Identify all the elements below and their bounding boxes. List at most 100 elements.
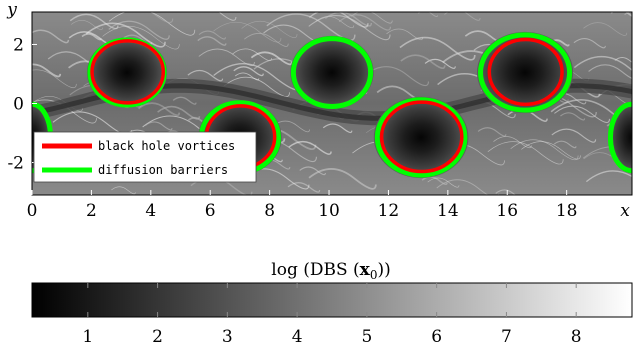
colorbar-tick-label: 8 [571,327,582,347]
texture-filament [137,102,181,117]
vortex-core [476,31,574,114]
texture-filament [614,57,632,63]
texture-filament [299,166,326,176]
colorbar-tick-label: 7 [501,327,512,347]
texture-filament [400,54,446,70]
colorbar-tick-label: 5 [361,327,372,347]
texture-filament [172,96,197,105]
texture-filament [308,12,369,28]
colorbar-gradient [31,282,633,318]
texture-filament [573,56,632,71]
x-axis-label: log (DBS (x0)) [271,260,390,282]
texture-filament [244,32,289,47]
texture-filament [102,25,180,50]
legend-label-black-hole: black hole vortices [98,139,235,153]
texture-filament [585,170,632,183]
texture-filament [560,112,586,121]
colorbar-tick-label: 1 [82,327,93,347]
texture-filament [493,136,532,149]
legend-label-diffusion: diffusion barriers [98,163,228,177]
texture-filament [364,66,429,87]
texture-filament [266,13,356,41]
x-axis-label-prefix: log (DBS ( [271,260,359,280]
texture-filament [521,141,581,160]
texture-filament [510,139,579,161]
colorbar-tick-label: 6 [431,327,442,347]
vortex-core [86,37,168,108]
x-tick-label: 10 [318,201,340,221]
texture-filament [427,177,460,188]
y-tick-label: 2 [13,35,24,55]
texture-filament [197,36,227,46]
texture-filament [85,22,166,48]
texture-filament [187,69,224,82]
legend: black hole vortices diffusion barriers [33,131,257,183]
diffusion-barrier-curve [290,36,374,109]
x-tick-label: 6 [205,201,216,221]
texture-filament [573,37,606,49]
colorbar-ticks: 1 2 3 4 5 6 7 8 [82,283,582,347]
black-hole-vortex-curve [379,100,464,174]
x-axis-label-suffix: )) [377,260,390,280]
texture-filament [554,105,610,123]
x-tick-label: 8 [264,201,275,221]
texture-filament [338,14,392,31]
texture-filament [582,146,632,159]
vortex-core [373,96,469,179]
texture-filament [308,168,377,190]
legend-box [33,131,257,183]
texture-filament [71,20,103,30]
texture-filament [250,51,293,66]
texture-filament [32,29,70,44]
texture-filament [487,141,564,165]
x-tick-label: 4 [145,201,156,221]
texture-filament [350,12,393,24]
texture-filament [583,22,628,36]
y-tick-label: -2 [7,154,24,174]
texture-filament [477,127,507,137]
texture-filament [424,58,456,69]
x-axis-label-vector: x [360,260,371,280]
colorbar-tick-label: 3 [222,327,233,347]
x-tick-label: 14 [437,201,459,221]
texture-filament [551,128,597,143]
texture-filament [241,20,298,38]
texture-filament [198,30,226,40]
y-axis-name: y [6,0,17,20]
x-tick-label: 0 [27,201,38,221]
texture-filament [444,12,481,21]
colorbar-tick-label: 2 [152,327,163,347]
texture-filament [233,66,264,77]
texture-filament [324,12,373,27]
texture-filament [288,140,332,155]
texture-filament [121,34,153,45]
texture-filament [588,64,632,80]
texture-filament [32,63,62,78]
texture-filament [436,179,500,195]
texture-filament [399,36,476,61]
texture-filament [223,76,290,98]
texture-filament [111,186,136,195]
x-tick-label: 2 [86,201,97,221]
black-hole-vortex-curve [90,39,166,105]
diffusion-barrier-curve [374,97,468,178]
vortex-core [290,35,374,110]
texture-filament [144,121,173,131]
texture-filament [495,189,517,195]
texture-filament [322,123,353,134]
x-axis: 0 2 4 6 8 10 12 14 16 18 x [27,190,630,221]
texture-filament [315,16,355,29]
texture-filament [108,20,170,40]
x-axis-name: x [620,201,630,221]
texture-filament [610,12,632,17]
colorbar-tick-label: 4 [292,327,303,347]
x-tick-label: 18 [556,201,578,221]
diffusion-barrier-curve [478,32,573,113]
x-tick-label: 16 [496,201,518,221]
texture-filament [417,12,439,18]
colorbar: 1 2 3 4 5 6 7 8 [31,282,633,347]
y-tick-label: 0 [13,95,24,115]
texture-filament [32,69,77,89]
texture-filament [553,140,577,149]
